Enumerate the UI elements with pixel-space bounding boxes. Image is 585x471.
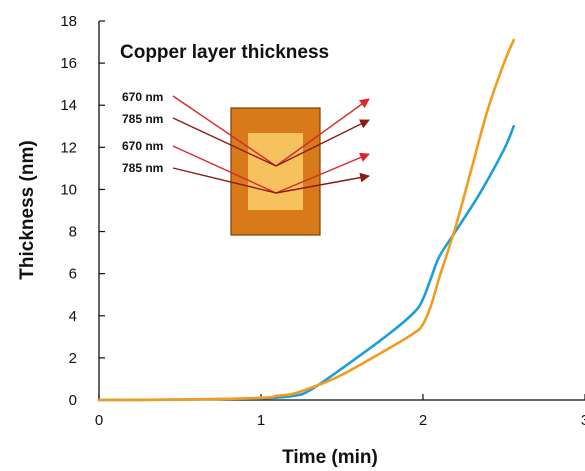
series-line-2	[97, 38, 516, 402]
inset-diagram: 670 nm 785 nm 670 nm 785 nm	[122, 90, 370, 236]
inset-label-670-bottom: 670 nm	[122, 139, 163, 153]
inset-ray	[172, 145, 277, 194]
y-tick-label: 18	[60, 13, 77, 30]
y-tick-label: 10	[60, 181, 77, 198]
y-tick-label: 14	[60, 97, 77, 114]
y-tick-label: 0	[69, 392, 77, 409]
x-axis-title: Time (min)	[282, 447, 378, 468]
copper-layer	[248, 133, 303, 210]
y-tick-label: 2	[69, 350, 77, 367]
inset-ray	[172, 117, 277, 167]
chart-title: Copper layer thickness	[120, 42, 329, 63]
y-tick-label: 6	[69, 266, 77, 283]
y-tick-label: 8	[69, 224, 77, 241]
inset-ray	[172, 167, 277, 194]
x-tick-label: 0	[95, 412, 103, 429]
inset-label-785-bottom: 785 nm	[122, 161, 163, 175]
inset-ray	[275, 119, 370, 167]
inset-ray	[275, 152, 370, 194]
inset-label-785-top: 785 nm	[122, 112, 163, 126]
y-ticks: 0 2 4 6 8 10 12 14 16 18	[60, 13, 105, 409]
series-layer	[97, 38, 516, 402]
x-tick-label: 1	[257, 412, 265, 429]
y-tick-label: 12	[60, 139, 77, 156]
inset-rays	[172, 95, 370, 194]
y-tick-label: 16	[60, 55, 77, 72]
inset-labels: 670 nm 785 nm 670 nm 785 nm	[122, 90, 163, 175]
inset-ray	[275, 98, 370, 167]
inset-ray	[275, 172, 370, 194]
y-tick-label: 4	[69, 308, 77, 325]
inset-ray	[172, 95, 277, 167]
y-axis-title: Thickness (nm)	[17, 140, 38, 279]
inset-label-670-top: 670 nm	[122, 90, 163, 104]
x-tick-label: 2	[419, 412, 427, 429]
x-tick-label: 3	[581, 412, 585, 429]
